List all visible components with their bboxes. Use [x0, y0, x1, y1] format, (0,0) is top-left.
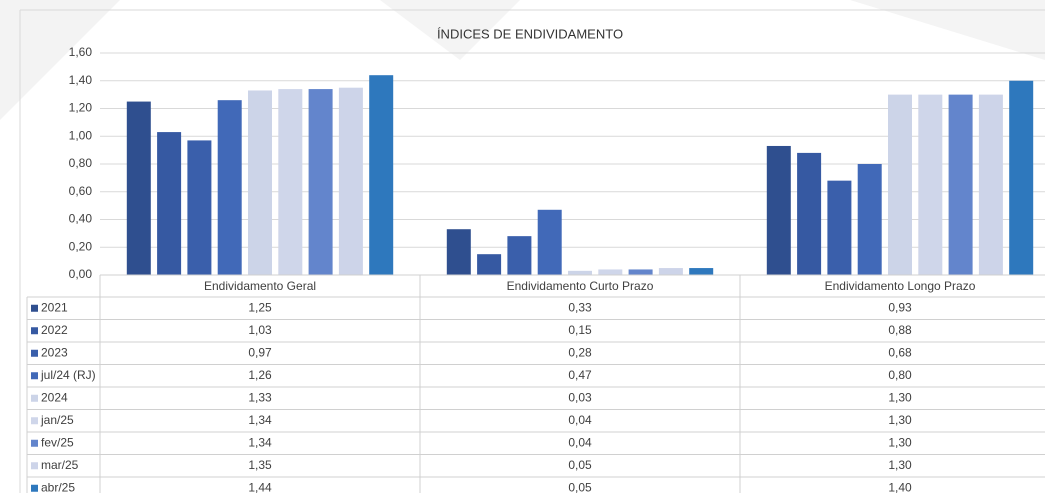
legend-swatch — [31, 439, 38, 447]
y-tick-label: 1,60 — [69, 45, 93, 59]
y-tick-label: 0,20 — [69, 239, 93, 253]
table-value: 1,30 — [888, 458, 912, 472]
legend-label: jan/25 — [40, 413, 74, 427]
bar — [598, 269, 623, 275]
table-value: 1,34 — [248, 435, 272, 449]
bar — [857, 164, 882, 275]
chart-title: ÍNDICES DE ENDIVIDAMENTO — [437, 26, 623, 41]
bar — [537, 209, 562, 275]
legend-swatch — [31, 417, 38, 425]
legend-label: abr/25 — [41, 480, 75, 493]
legend-swatch — [31, 394, 38, 402]
table-value: 1,03 — [248, 323, 272, 337]
table-value: 0,93 — [888, 300, 912, 314]
table-value: 0,68 — [888, 345, 912, 359]
bar — [689, 268, 714, 275]
table-value: 1,35 — [248, 458, 272, 472]
bar — [308, 89, 333, 275]
x-tick-label: Endividamento Longo Prazo — [825, 279, 976, 293]
table-value: 1,25 — [248, 300, 272, 314]
bar — [187, 140, 212, 275]
bar — [948, 94, 973, 275]
bar — [1009, 80, 1034, 275]
legend-swatch — [31, 349, 38, 357]
legend-label: 2021 — [41, 300, 68, 314]
watermark — [0, 0, 120, 120]
legend-label: mar/25 — [41, 458, 79, 472]
bar — [278, 89, 303, 275]
table-value: 0,80 — [888, 368, 912, 382]
table-value: 0,88 — [888, 323, 912, 337]
table-value: 0,28 — [568, 345, 592, 359]
table-value: 1,33 — [248, 390, 272, 404]
table-value: 0,04 — [568, 413, 592, 427]
y-tick-label: 0,40 — [69, 212, 93, 226]
watermark — [380, 0, 520, 60]
table-value: 1,26 — [248, 368, 272, 382]
table-value: 1,30 — [888, 435, 912, 449]
legend-label: fev/25 — [41, 435, 74, 449]
table-value: 1,44 — [248, 480, 272, 493]
legend-label: 2022 — [41, 323, 68, 337]
x-tick-label: Endividamento Curto Prazo — [507, 279, 654, 293]
bar — [978, 94, 1003, 275]
legend-swatch — [31, 327, 38, 335]
table-value: 0,15 — [568, 323, 592, 337]
bar — [568, 270, 592, 275]
y-tick-label: 0,80 — [69, 156, 93, 170]
y-tick-label: 1,40 — [69, 73, 93, 87]
y-tick-label: 1,20 — [69, 101, 93, 115]
y-tick-label: 0,60 — [69, 184, 93, 198]
legend-label: jul/24 (RJ) — [40, 368, 96, 382]
table-value: 1,34 — [248, 413, 272, 427]
bar — [918, 94, 943, 275]
legend-label: 2024 — [41, 390, 68, 404]
bar — [338, 87, 363, 275]
bar — [507, 236, 532, 275]
table-value: 1,30 — [888, 413, 912, 427]
bar — [628, 269, 653, 275]
bar — [157, 132, 182, 275]
legend-label: 2023 — [41, 345, 68, 359]
table-value: 0,05 — [568, 480, 592, 493]
table-value: 0,05 — [568, 458, 592, 472]
y-tick-label: 0,00 — [69, 267, 93, 281]
table-value: 1,30 — [888, 390, 912, 404]
bar — [888, 94, 912, 275]
legend-swatch — [31, 304, 38, 312]
table-value: 1,40 — [888, 480, 912, 493]
bar — [369, 75, 394, 275]
table-value: 0,04 — [568, 435, 592, 449]
watermark — [850, 0, 1045, 60]
bar — [827, 180, 852, 275]
bar — [658, 268, 683, 275]
x-tick-label: Endividamento Geral — [204, 279, 316, 293]
table-value: 0,47 — [568, 368, 592, 382]
bar — [797, 152, 822, 275]
legend-swatch — [31, 484, 38, 492]
legend-swatch — [31, 462, 38, 470]
legend-swatch — [31, 372, 38, 380]
bar — [446, 229, 471, 275]
bar — [477, 254, 502, 275]
table-value: 0,03 — [568, 390, 592, 404]
bar — [126, 101, 151, 275]
bar — [217, 100, 242, 275]
bar — [248, 90, 272, 276]
table-value: 0,33 — [568, 300, 592, 314]
bar — [766, 145, 791, 275]
y-tick-label: 1,00 — [69, 128, 93, 142]
table-value: 0,97 — [248, 345, 272, 359]
